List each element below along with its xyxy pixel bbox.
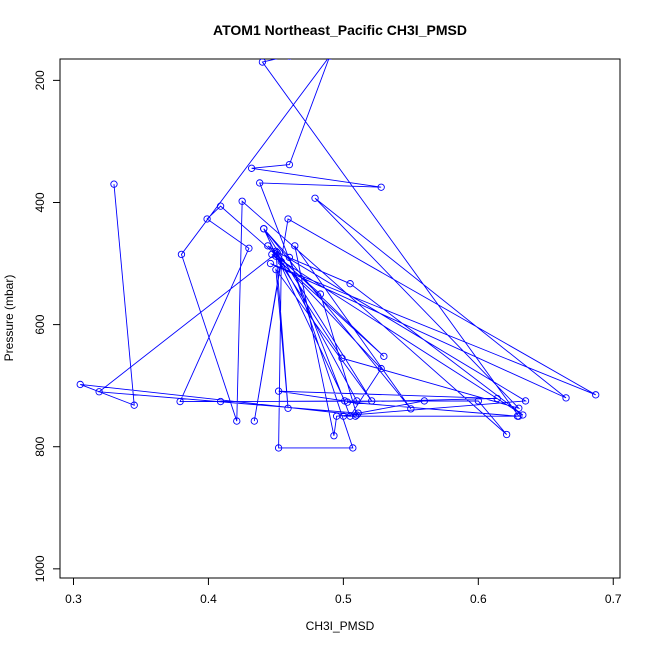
data-point [353,411,361,419]
data-point [316,290,325,298]
data-point [368,397,376,405]
data-point [327,59,332,60]
y-axis: 200 400 600 800 1000 [33,70,61,582]
data-point [285,160,294,169]
x-tick-label: 0.6 [470,592,487,606]
data-point [266,259,275,268]
plot-frame [59,58,621,579]
series-layer [76,59,600,452]
data-point [503,430,511,439]
data-point [346,280,354,288]
data-point [519,411,527,419]
data-point [272,266,280,274]
data-point [250,417,258,425]
x-tick-label: 0.4 [200,592,217,606]
data-point [284,215,292,223]
data-point [338,354,346,362]
y-tick-label: 800 [33,436,47,456]
data-point [233,417,241,425]
data-point [339,412,348,420]
series-line [80,59,596,449]
data-point [285,253,294,262]
data-point [216,202,225,210]
data-point [420,397,428,405]
data-point [247,164,256,172]
data-point [95,388,103,396]
data-point [343,398,352,406]
data-point [176,397,184,406]
data-point [377,364,385,373]
data-point [130,401,138,409]
y-tick-label: 1000 [33,555,47,582]
x-tick-label: 0.3 [65,592,82,606]
data-point [515,404,523,412]
data-point [203,215,211,223]
data-point [349,444,357,452]
y-tick-label: 200 [33,70,47,90]
data-point [493,394,501,403]
data-point [245,244,253,252]
data-point [287,59,292,60]
data-point [260,225,268,233]
x-axis-label: CH3I_PMSD [306,619,375,633]
data-point [521,397,530,405]
data-point [272,247,280,255]
data-point [311,194,319,202]
data-point [284,404,292,412]
data-point [291,242,299,250]
data-point [216,397,225,406]
data-point [407,405,415,413]
data-point [274,387,283,395]
data-point [256,179,264,187]
data-point [330,432,338,440]
y-tick-label: 600 [33,314,47,334]
data-point [474,397,482,405]
data-point [351,412,360,420]
data-point [515,412,523,420]
data-point [264,242,272,250]
data-point [76,380,84,389]
data-point [177,250,186,259]
data-point [238,197,246,205]
data-point [277,258,285,266]
data-point [377,183,385,191]
data-point [258,59,267,66]
x-tick-label: 0.7 [605,592,622,606]
data-point [592,391,600,399]
data-point [272,252,280,260]
data-point [562,394,570,402]
data-point [273,248,281,257]
data-point [274,444,283,452]
data-point [353,397,361,405]
chart-title: ATOM1 Northeast_Pacific CH3I_PMSD [213,22,467,38]
data-point [110,180,118,188]
data-point [380,352,388,361]
y-tick-label: 400 [33,192,47,212]
x-axis: 0.3 0.4 0.5 0.6 0.7 [65,577,622,606]
x-tick-label: 0.5 [335,592,352,606]
y-axis-label: Pressure (mbar) [2,275,16,362]
